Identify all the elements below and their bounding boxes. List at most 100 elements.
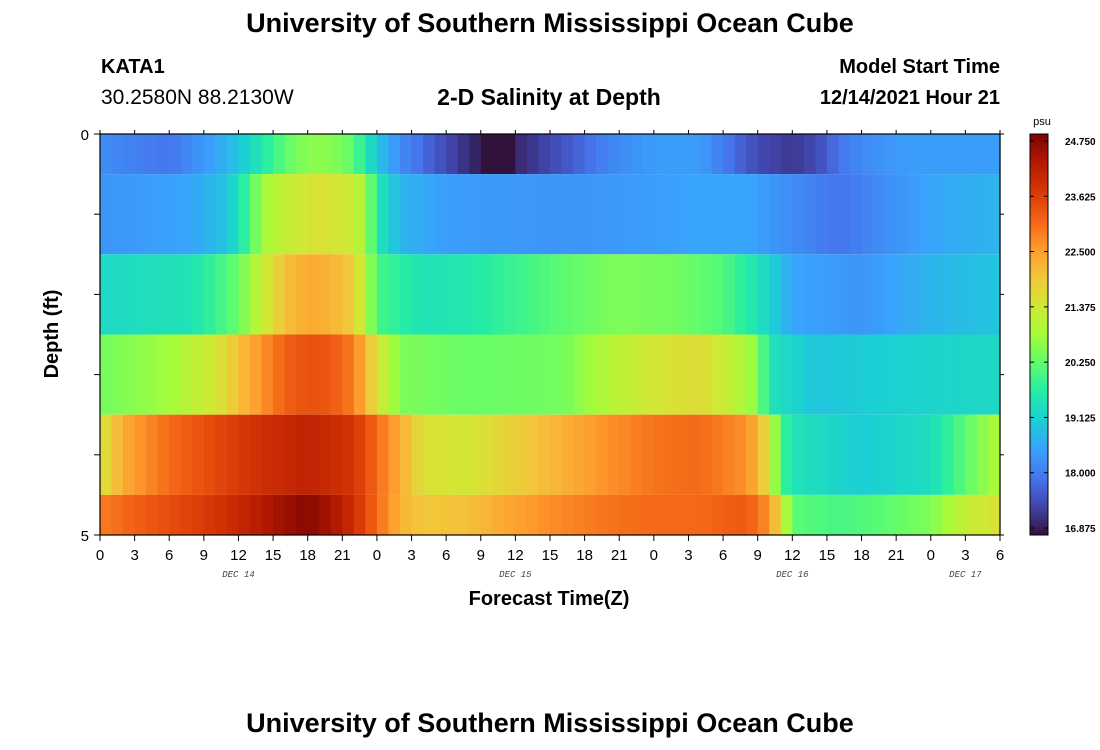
heatmap-cell	[423, 254, 436, 335]
heatmap-cell	[538, 134, 551, 175]
date-label: DEC 17	[949, 570, 982, 580]
x-tick-label: 15	[819, 547, 836, 564]
heatmap-cell	[700, 254, 713, 335]
heatmap-cell	[469, 174, 482, 255]
heatmap-cell	[365, 414, 378, 495]
date-label: DEC 14	[222, 570, 254, 580]
heatmap-cell	[342, 334, 355, 415]
heatmap-cell	[492, 254, 505, 335]
heatmap-cell	[503, 134, 516, 175]
heatmap-cell	[953, 134, 966, 175]
heatmap-cell	[457, 494, 470, 535]
heatmap-cell	[550, 174, 563, 255]
heatmap-cell	[757, 494, 770, 535]
heatmap-cell	[826, 134, 840, 175]
heatmap-cell	[861, 254, 874, 335]
heatmap-cell	[607, 414, 620, 495]
heatmap-cell	[688, 414, 701, 495]
heatmap-cell	[561, 334, 574, 415]
heatmap-cell	[746, 414, 759, 495]
x-tick-label: 12	[784, 547, 801, 564]
heatmap-cell	[826, 334, 840, 415]
heatmap-cell	[757, 414, 770, 495]
colorbar-tick-label: 21.375	[1065, 303, 1096, 314]
heatmap-cell	[561, 174, 574, 255]
heatmap-cell	[273, 174, 286, 255]
heatmap-cell	[596, 494, 609, 535]
x-tick-label: 0	[927, 547, 935, 564]
heatmap-cell	[400, 414, 413, 495]
heatmap-cell	[930, 494, 943, 535]
heatmap-cell	[480, 254, 493, 335]
heatmap-cell	[803, 174, 816, 255]
heatmap-cell	[873, 254, 886, 335]
heatmap-cell	[988, 494, 1001, 535]
heatmap-cell	[815, 414, 828, 495]
heatmap-cell	[169, 174, 182, 255]
heatmap-cell	[850, 134, 863, 175]
heatmap-cell	[192, 334, 205, 415]
heatmap-cell	[538, 254, 551, 335]
heatmap-cell	[134, 414, 147, 495]
heatmap-cell	[446, 174, 459, 255]
heatmap-cell	[538, 334, 551, 415]
heatmap-cell	[965, 334, 978, 415]
x-tick-label: 9	[477, 547, 485, 564]
heatmap-cell	[134, 334, 147, 415]
heatmap-cell	[630, 414, 643, 495]
colorbar-tick-label: 19.125	[1065, 413, 1096, 424]
heatmap-cell	[746, 254, 759, 335]
heatmap-cell	[700, 414, 713, 495]
heatmap-cell	[607, 174, 620, 255]
heatmap-cell	[434, 334, 447, 415]
heatmap-cell	[250, 334, 263, 415]
heatmap-cell	[273, 414, 286, 495]
heatmap-cell	[642, 414, 655, 495]
heatmap-cell	[388, 174, 401, 255]
heatmap-cell	[273, 334, 286, 415]
heatmap-cell	[238, 494, 251, 535]
heatmap-cell	[146, 254, 159, 335]
heatmap-cell	[284, 494, 297, 535]
heatmap-cell	[319, 254, 332, 335]
heatmap-cell	[434, 134, 447, 175]
heatmap-cell	[561, 134, 574, 175]
heatmap-cell	[296, 494, 309, 535]
x-tick-label: 0	[373, 547, 381, 564]
heatmap-cell	[850, 494, 863, 535]
heatmap-cell	[261, 134, 274, 175]
heatmap-cell	[538, 174, 551, 255]
heatmap-cell	[215, 494, 228, 535]
heatmap-cell	[457, 414, 470, 495]
heatmap-cell	[653, 134, 666, 175]
heatmap-cell	[942, 494, 955, 535]
heatmap-cell	[896, 134, 909, 175]
heatmap-cell	[584, 254, 597, 335]
heatmap-cell	[146, 134, 159, 175]
heatmap-cell	[111, 134, 124, 175]
heatmap-cell	[584, 494, 597, 535]
heatmap-cell	[826, 254, 840, 335]
heatmap-cell	[861, 494, 874, 535]
salinity-heatmap-chart: 0 3 6 9 12 15 18 21 0 3 6 9 12 15 18 21 0 3 6 9 12 15 18 21 0 3 6 …	[41, 116, 1096, 610]
heatmap-cell	[573, 134, 586, 175]
heatmap-cell	[884, 494, 897, 535]
heatmap-cell	[480, 414, 493, 495]
x-tick-label: 18	[853, 547, 870, 564]
heatmap-cell	[226, 134, 240, 175]
heatmap-cell	[884, 414, 897, 495]
heatmap-cell	[146, 334, 159, 415]
heatmap-cell	[423, 134, 436, 175]
heatmap-cell	[296, 414, 309, 495]
colorbar-tick-label: 18.000	[1065, 469, 1096, 480]
heatmap-cell	[561, 254, 574, 335]
y-tick-label: 0	[81, 127, 89, 144]
heatmap-cell	[307, 254, 320, 335]
heatmap-cell	[676, 494, 690, 535]
heatmap-cell	[676, 334, 690, 415]
heatmap-cell	[988, 254, 1001, 335]
x-tick-label: 21	[334, 547, 351, 564]
heatmap-cell	[665, 134, 678, 175]
heatmap-cell	[330, 174, 343, 255]
heatmap-cell	[192, 494, 205, 535]
